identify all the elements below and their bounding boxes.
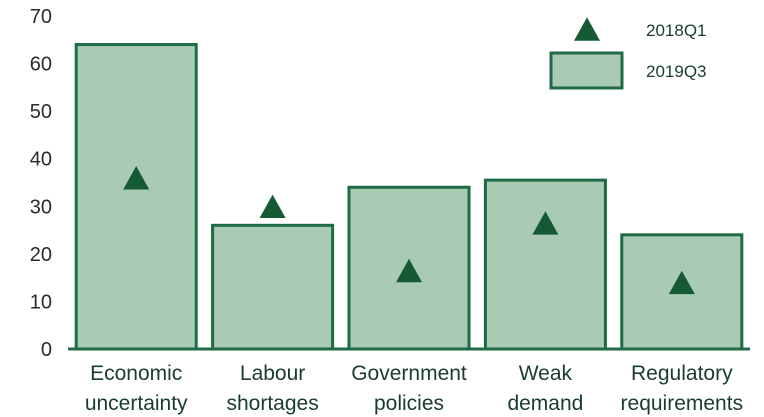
marker-weak-demand <box>532 211 559 235</box>
y-tick-label-0: 0 <box>41 339 52 361</box>
y-tick-label-60: 60 <box>30 54 52 76</box>
legend-marker-2018q1 <box>574 17 600 41</box>
y-tick-label-20: 20 <box>30 244 52 266</box>
x-tick-label-weak-demand: Weak demand <box>507 362 583 415</box>
bar-economic-uncertainty <box>74 43 198 351</box>
x-tick-label-government-policies: Government policies <box>351 362 467 415</box>
y-tick-label-40: 40 <box>30 149 52 171</box>
markers-2018q1 <box>123 166 695 295</box>
legend-swatch-2019q3 <box>549 51 624 90</box>
y-tick-label-10: 10 <box>30 291 52 313</box>
bars-2019q3 <box>74 43 744 351</box>
y-tick-label-30: 30 <box>30 196 52 218</box>
bar-labour-shortages <box>211 223 335 351</box>
x-axis-category-labels: Economic uncertainty Labour shortages Govern… <box>85 362 743 415</box>
marker-labour-shortages <box>259 194 286 218</box>
marker-government-policies <box>396 258 422 283</box>
marker-economic-uncertainty <box>123 166 150 190</box>
x-tick-label-economic-uncertainty: Economic uncertainty <box>85 362 188 415</box>
x-tick-label-labour-shortages: Labour shortages <box>226 362 318 415</box>
marker-regulatory-requirements <box>668 270 695 295</box>
y-tick-label-70: 70 <box>30 6 52 28</box>
bar-weak-demand <box>483 178 607 351</box>
x-tick-label-regulatory-requirements: Regulatory requirements <box>621 362 744 415</box>
legend: 2018Q1 2019Q3 <box>549 17 707 90</box>
legend-label-2019q3: 2019Q3 <box>646 62 707 81</box>
legend-label-2018q1: 2018Q1 <box>646 21 707 40</box>
y-axis-ticks: 0 10 20 30 40 50 60 70 <box>30 6 52 361</box>
y-tick-label-50: 50 <box>30 101 52 123</box>
